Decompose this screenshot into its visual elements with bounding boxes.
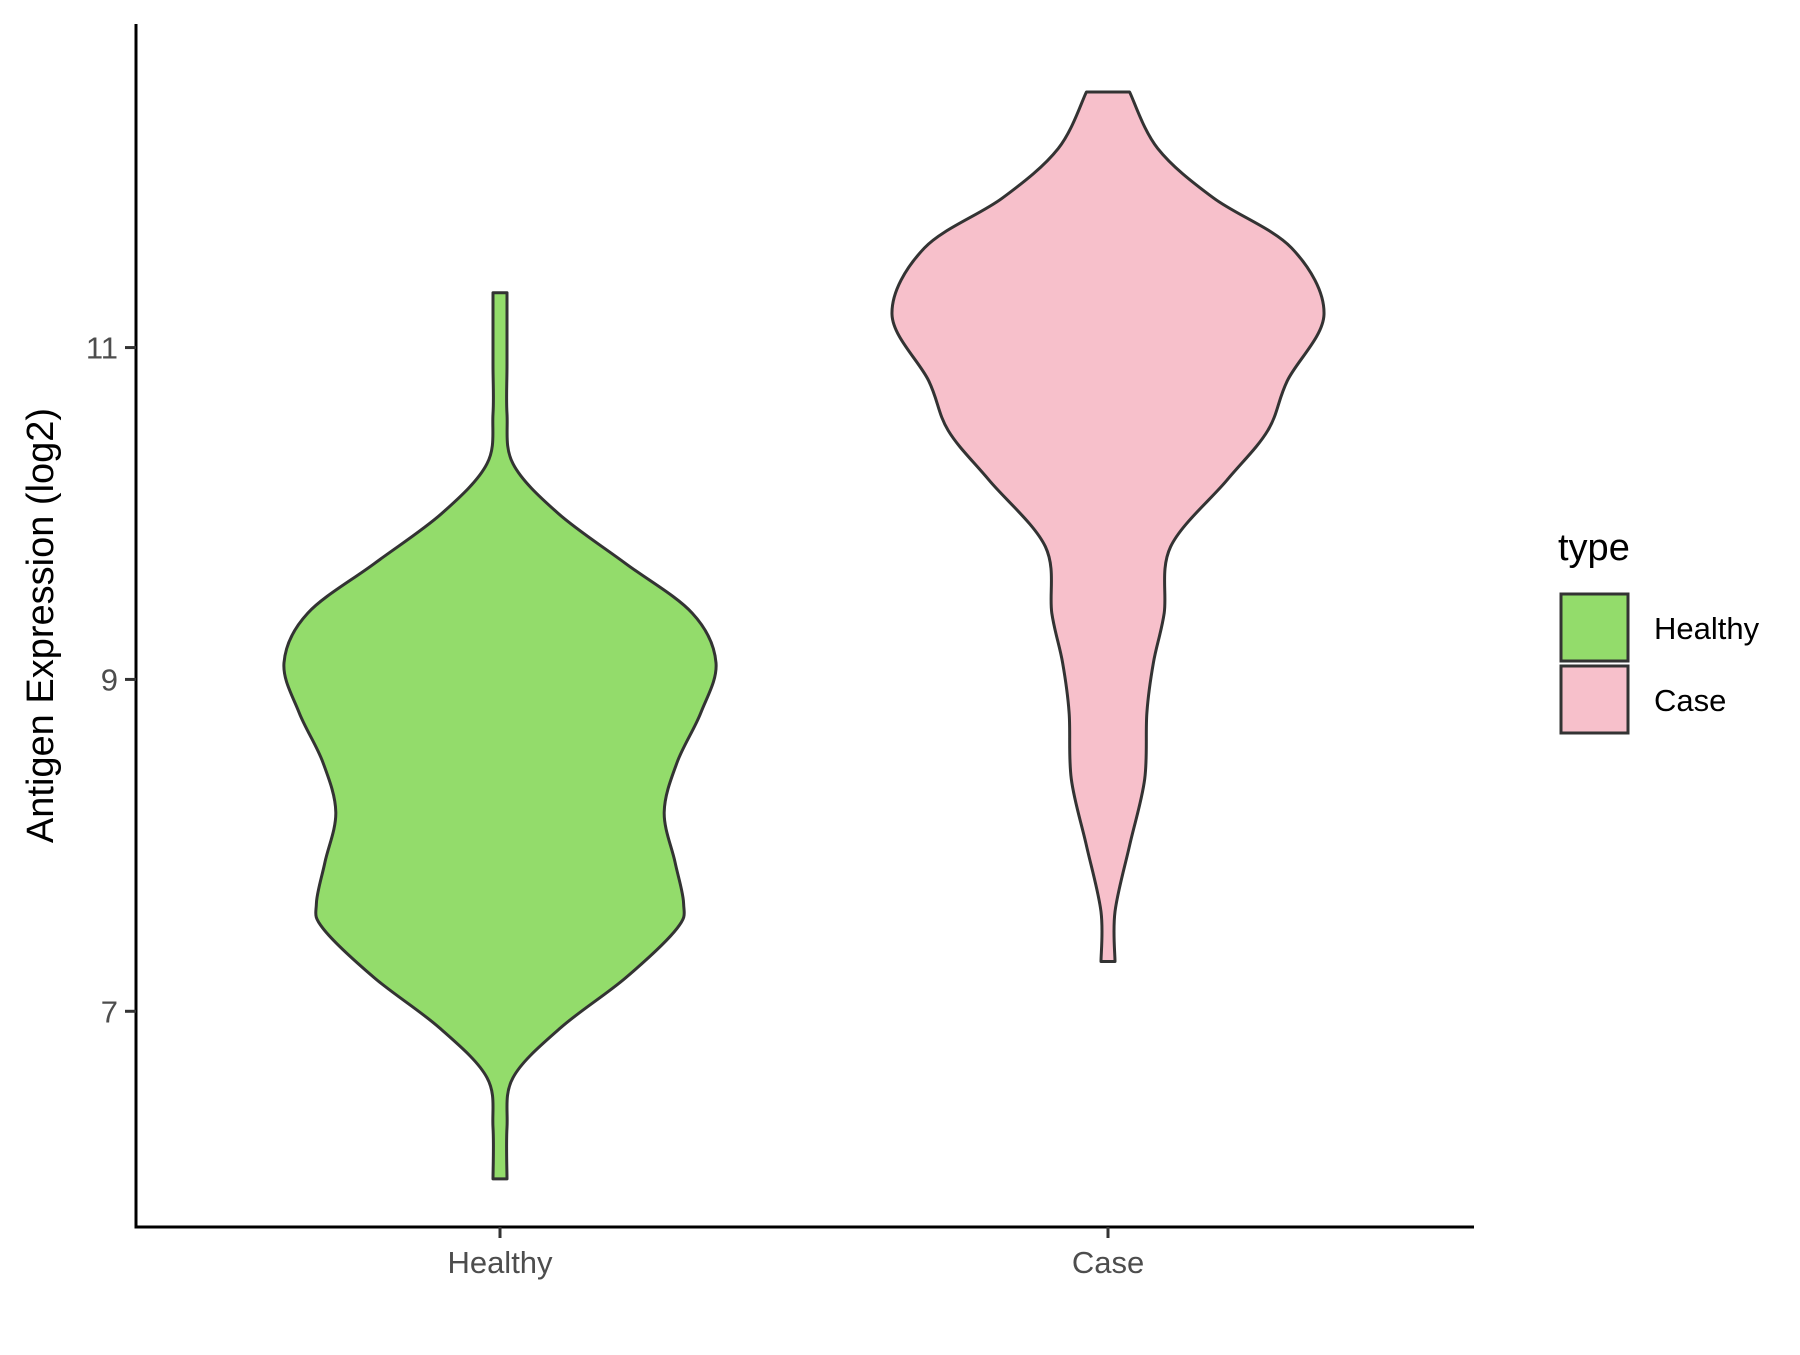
y-axis-title: Antigen Expression (log2) xyxy=(20,408,62,843)
legend-label: Healthy xyxy=(1654,611,1760,646)
legend-key-healthy xyxy=(1559,592,1630,663)
y-tick-label: 9 xyxy=(101,662,118,697)
violin-healthy xyxy=(282,291,718,1181)
legend-items: Healthy Case xyxy=(1559,592,1760,735)
legend-title: type xyxy=(1558,527,1630,569)
y-tick-label: 7 xyxy=(101,994,118,1029)
axes: 7 9 11 Healthy Case xyxy=(86,24,1474,1280)
x-tick-label: Case xyxy=(1072,1245,1144,1280)
violin-layer xyxy=(282,90,1326,1181)
legend-key-case xyxy=(1559,664,1630,735)
y-ticks: 7 9 11 xyxy=(86,331,136,1029)
x-ticks: Healthy Case xyxy=(447,1227,1144,1280)
legend: type Healthy Case xyxy=(1558,527,1760,735)
y-tick-label: 11 xyxy=(86,331,118,366)
x-tick-label: Healthy xyxy=(447,1245,553,1280)
violin-case xyxy=(890,90,1326,963)
legend-label: Case xyxy=(1654,683,1726,718)
